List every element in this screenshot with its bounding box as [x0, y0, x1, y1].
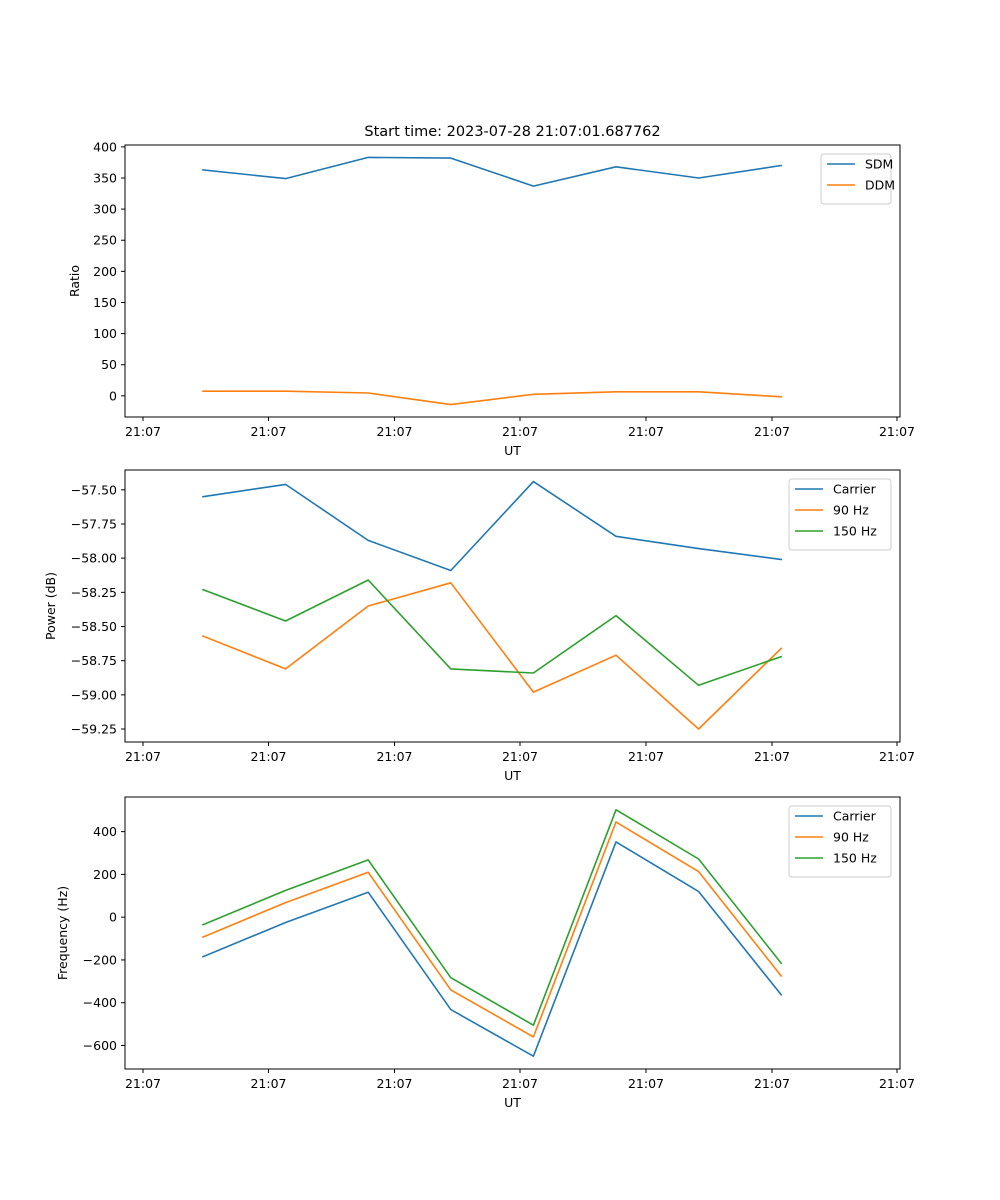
legend: SDM DDM: [820, 153, 895, 205]
y-tick-label: −58.25: [71, 585, 117, 600]
x-tick-label: 21:07: [502, 424, 538, 439]
y-tick-label: −58.00: [71, 551, 117, 566]
legend-label: DDM: [865, 178, 895, 193]
panels: 0 50 100 150 200 250 300 350 400 21:07 21:07 21:07 2…: [43, 139, 915, 1110]
series-line-90-hz: [201, 581, 783, 730]
x-tick-label: 21:07: [125, 1076, 161, 1091]
y-tick-label: 300: [93, 202, 117, 217]
x-tick-label: 21:07: [879, 1076, 915, 1091]
y-tick-label: −59.25: [71, 722, 117, 737]
x-tick-label: 21:07: [628, 424, 664, 439]
x-tick-label: 21:07: [628, 1076, 664, 1091]
series-group: [202, 156, 783, 406]
x-tick-label: 21:07: [250, 424, 286, 439]
x-tick-label: 21:07: [502, 749, 538, 764]
y-axis-label: Frequency (Hz): [55, 886, 70, 980]
plot-frame: [124, 469, 901, 743]
y-tick-label: −59.00: [71, 687, 117, 702]
y-tick-label: 0: [109, 388, 117, 403]
x-axis-label: UT: [504, 1095, 521, 1110]
x-tick-label: 21:07: [754, 424, 790, 439]
x-tick-label: 21:07: [879, 749, 915, 764]
chart-panel-3: 400 200 0 −200 −400 −600 21:07 21:07 21:07 21:07 2…: [55, 796, 915, 1110]
legend-label: SDM: [865, 157, 893, 172]
x-tick-label: 21:07: [250, 749, 286, 764]
legend-label: 150 Hz: [833, 524, 877, 539]
y-tick-label: −58.50: [71, 619, 117, 634]
y-axis-label: Power (dB): [43, 572, 58, 640]
legend-box: [788, 478, 892, 551]
y-tick-label: 0: [109, 910, 117, 925]
x-tick-label: 21:07: [628, 749, 664, 764]
x-tick-label: 21:07: [502, 1076, 538, 1091]
plot-frame: [124, 144, 901, 418]
plot-frame: [124, 796, 901, 1070]
x-tick-label: 21:07: [879, 424, 915, 439]
x-tick-label: 21:07: [754, 1076, 790, 1091]
legend-box: [820, 153, 892, 205]
x-tick-label: 21:07: [250, 1076, 286, 1091]
y-tick-label: −58.75: [71, 653, 117, 668]
series-line-90-hz: [201, 821, 783, 1038]
y-tick-label: 100: [93, 326, 117, 341]
y-tick-label: −57.75: [71, 516, 117, 531]
y-tick-label: 200: [93, 264, 117, 279]
x-tick-label: 21:07: [376, 749, 412, 764]
chart-panel-2: −57.50 −57.75 −58.00 −58.25 −58.50 −58.75 −59.…: [43, 469, 915, 783]
y-tick-label: −57.50: [71, 482, 117, 497]
chart-panel-1: 0 50 100 150 200 250 300 350 400 21:07 21:07 21:07 2…: [67, 139, 915, 458]
y-tick-label: −200: [83, 952, 117, 967]
y-tick-label: 400: [93, 139, 117, 154]
y-axis-label: Ratio: [67, 265, 82, 297]
series-line-150-hz: [201, 579, 783, 687]
legend: Carrier 90 Hz 150 Hz: [788, 805, 892, 878]
y-tick-label: −600: [83, 1038, 117, 1053]
series-group: [201, 808, 783, 1057]
series-line-carrier: [201, 841, 783, 1057]
y-tick-label: −400: [83, 995, 117, 1010]
y-tick-label: 200: [93, 867, 117, 882]
y-tick-label: 350: [93, 170, 117, 185]
legend-box: [788, 805, 892, 878]
legend-label: Carrier: [833, 482, 877, 497]
series-line-carrier: [202, 480, 783, 572]
figure-title: Start time: 2023-07-28 21:07:01.687762: [364, 124, 660, 140]
series-line-150-hz: [201, 808, 783, 1026]
x-tick-label: 21:07: [125, 749, 161, 764]
legend-label: 90 Hz: [833, 830, 869, 845]
x-tick-label: 21:07: [376, 1076, 412, 1091]
series-line-ddm: [202, 390, 783, 406]
legend-label: 90 Hz: [833, 503, 869, 518]
y-tick-label: 400: [93, 824, 117, 839]
x-tick-label: 21:07: [754, 749, 790, 764]
y-tick-label: 250: [93, 233, 117, 248]
legend: Carrier 90 Hz 150 Hz: [788, 478, 892, 551]
x-tick-label: 21:07: [125, 424, 161, 439]
legend-label: 150 Hz: [833, 851, 877, 866]
legend-label: Carrier: [833, 809, 877, 824]
series-line-sdm: [202, 156, 783, 187]
y-tick-label: 50: [101, 357, 117, 372]
x-tick-label: 21:07: [376, 424, 412, 439]
x-axis-label: UT: [504, 443, 521, 458]
x-axis-label: UT: [504, 768, 521, 783]
series-group: [201, 480, 783, 730]
y-tick-label: 150: [93, 295, 117, 310]
